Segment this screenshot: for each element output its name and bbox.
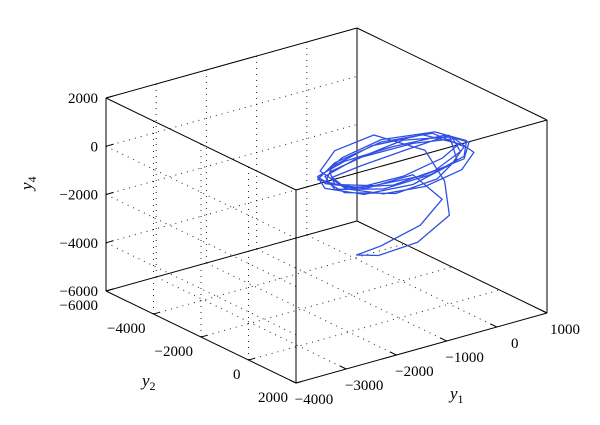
y2-tick-label: −6000 <box>60 298 98 314</box>
tick-mark <box>339 365 347 370</box>
tick-mark <box>289 379 297 384</box>
grid-line <box>105 75 358 147</box>
tick-mark <box>105 191 114 195</box>
series-layer <box>316 131 475 257</box>
box-edge <box>356 220 548 314</box>
grid-line <box>153 243 405 315</box>
axes-box <box>105 27 548 384</box>
y4-tick-label: −6000 <box>60 284 98 300</box>
y4-axis-label: y4 <box>17 176 39 192</box>
box-edge <box>105 220 358 292</box>
tick-mark <box>248 357 255 361</box>
y2-tick-label: 0 <box>233 367 241 383</box>
series-line <box>316 131 475 257</box>
y2-tick-label: −4000 <box>107 321 145 337</box>
grid-line <box>206 262 397 356</box>
y1-tick-label: −2000 <box>395 364 433 380</box>
y4-tick-label: 0 <box>91 139 99 155</box>
y1-tick-label: −4000 <box>295 392 333 408</box>
tick-mark <box>540 309 548 314</box>
y4-tick-label: −4000 <box>60 236 98 252</box>
y2-tick-label: −2000 <box>155 344 193 360</box>
box-edge <box>356 27 548 121</box>
tick-mark <box>105 143 114 147</box>
y1-tick-label: −1000 <box>445 350 483 366</box>
box-edge <box>105 97 297 191</box>
grid-line <box>200 266 453 338</box>
tick-mark <box>105 95 114 99</box>
box-edge <box>105 27 358 99</box>
tick-mark <box>153 311 160 315</box>
tick-labels: −4000 −3000 −2000 −1000 0 1000 −6000 −4000 −2000… <box>60 91 580 408</box>
box-edge <box>295 119 548 191</box>
y4-tick-label: 2000 <box>68 91 98 107</box>
y1-tick-label: 1000 <box>550 322 580 338</box>
grid-line <box>306 234 498 328</box>
box-edge <box>295 312 548 384</box>
y4-tick-label: −2000 <box>60 188 98 204</box>
tick-marks <box>105 95 548 384</box>
grid-lines <box>105 42 500 370</box>
y1-tick-label: 0 <box>511 336 519 352</box>
y2-axis-label: y2 <box>140 371 156 393</box>
tick-mark <box>439 337 447 342</box>
tick-mark <box>200 334 208 338</box>
tick-mark <box>105 288 114 292</box>
tick-mark <box>105 240 114 244</box>
y1-tick-label: −3000 <box>345 378 383 394</box>
tick-mark <box>389 351 397 356</box>
tick-mark <box>295 380 303 384</box>
tick-mark <box>489 323 498 328</box>
y1-axis-label: y1 <box>448 384 464 406</box>
y2-tick-label: 2000 <box>258 390 288 406</box>
